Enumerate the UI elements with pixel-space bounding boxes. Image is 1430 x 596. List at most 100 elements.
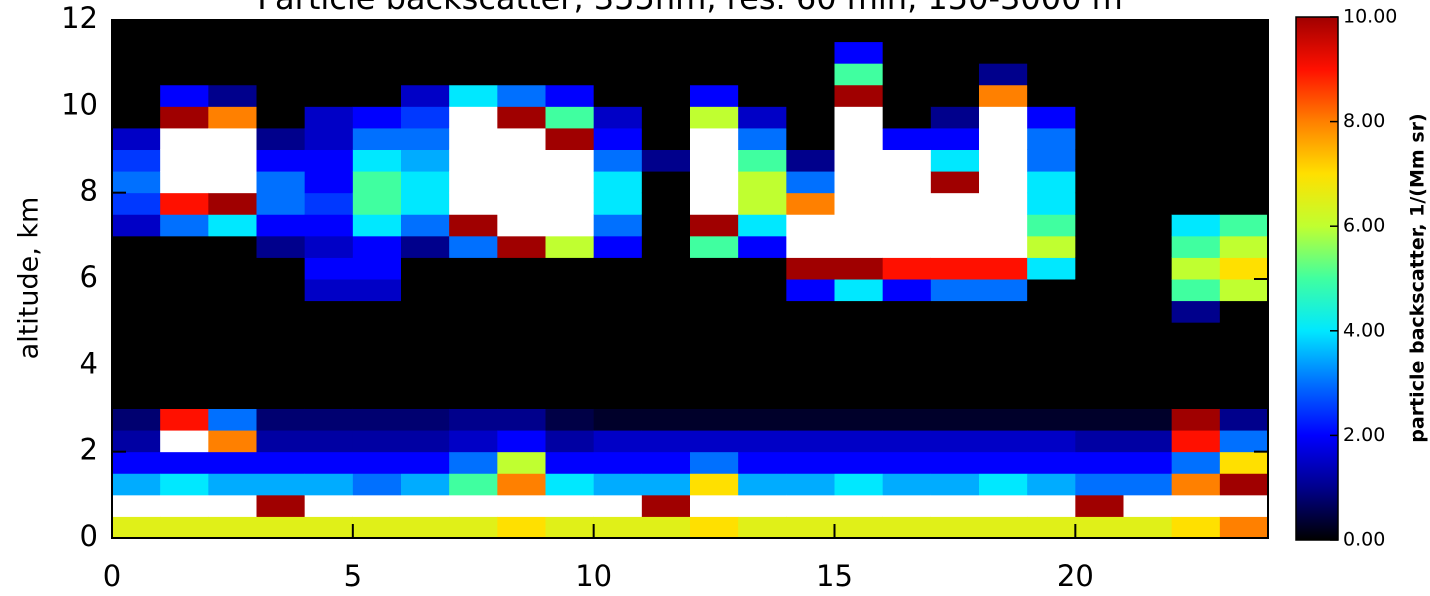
heatmap-cell	[1027, 214, 1076, 237]
heatmap-cell	[930, 408, 980, 431]
heatmap-cell	[1075, 430, 1124, 453]
heatmap-cell	[497, 171, 546, 194]
heatmap-cell	[545, 451, 595, 474]
heatmap-cell	[690, 386, 739, 409]
heatmap-cell	[690, 171, 739, 194]
heatmap-cell	[979, 343, 1028, 366]
heatmap-cell	[786, 516, 835, 539]
heatmap-cell	[449, 20, 498, 43]
heatmap-cell	[690, 365, 739, 388]
heatmap-cell	[352, 408, 402, 431]
heatmap-cell	[1219, 322, 1269, 345]
heatmap-cell	[545, 322, 595, 345]
heatmap-cell	[593, 235, 643, 258]
heatmap-cell	[1027, 106, 1076, 129]
heatmap-cell	[1171, 473, 1221, 496]
heatmap-cell	[1219, 192, 1269, 215]
heatmap-cell	[882, 408, 932, 431]
heatmap-cell	[593, 214, 643, 237]
heatmap-cell	[690, 516, 739, 539]
heatmap-cell	[930, 386, 980, 409]
heatmap-cell	[304, 214, 354, 237]
heatmap-cell	[401, 20, 450, 43]
colorbar-tick-label: 4.00	[1343, 319, 1385, 341]
heatmap-cell	[1219, 84, 1269, 107]
heatmap-cell	[641, 516, 691, 539]
heatmap-cell	[545, 41, 595, 64]
heatmap-cell	[1075, 343, 1124, 366]
heatmap-cell	[160, 279, 209, 302]
heatmap-cell	[690, 149, 739, 172]
heatmap-cell	[1171, 149, 1221, 172]
heatmap-cell	[1027, 494, 1076, 517]
heatmap-cell	[401, 322, 450, 345]
heatmap-cell	[1123, 386, 1173, 409]
heatmap-cell	[1027, 257, 1076, 280]
heatmap-cell	[738, 149, 787, 172]
heatmap-cell	[497, 300, 546, 323]
heatmap-cell	[786, 494, 835, 517]
heatmap-cell	[112, 365, 161, 388]
heatmap-cell	[593, 451, 643, 474]
heatmap-cell	[304, 192, 354, 215]
heatmap-cell	[545, 365, 595, 388]
heatmap-cell	[882, 516, 932, 539]
heatmap-cell	[979, 300, 1028, 323]
heatmap-cell	[786, 106, 835, 129]
heatmap-cell	[882, 451, 932, 474]
heatmap-cell	[545, 171, 595, 194]
heatmap-cell	[930, 365, 980, 388]
heatmap-cell	[690, 494, 739, 517]
heatmap-cell	[786, 343, 835, 366]
heatmap-cell	[930, 235, 980, 258]
heatmap-cell	[979, 473, 1028, 496]
heatmap-cell	[786, 171, 835, 194]
heatmap-cell	[834, 430, 884, 453]
heatmap-cell	[304, 257, 354, 280]
heatmap-cell	[1075, 63, 1124, 86]
heatmap-cell	[545, 300, 595, 323]
heatmap-cell	[497, 494, 546, 517]
heatmap-cell	[1123, 365, 1173, 388]
heatmap-cell	[690, 473, 739, 496]
heatmap-cell	[352, 235, 402, 258]
heatmap-cell	[545, 84, 595, 107]
heatmap-cell	[449, 430, 498, 453]
heatmap-cell	[1171, 430, 1221, 453]
heatmap-cell	[1075, 408, 1124, 431]
heatmap-cell	[352, 300, 402, 323]
heatmap-cell	[979, 430, 1028, 453]
heatmap-cell	[160, 408, 209, 431]
heatmap-cell	[1123, 106, 1173, 129]
heatmap-cell	[304, 63, 354, 86]
heatmap-cell	[497, 473, 546, 496]
heatmap-cell	[497, 386, 546, 409]
heatmap-cell	[979, 235, 1028, 258]
heatmap-cell	[256, 41, 306, 64]
heatmap-cell	[641, 149, 691, 172]
heatmap-cell	[256, 235, 306, 258]
heatmap-cell	[641, 300, 691, 323]
heatmap-cell	[401, 41, 450, 64]
heatmap-cell	[112, 20, 161, 43]
x-tick-label: 0	[103, 559, 121, 593]
heatmap-cell	[497, 408, 546, 431]
heatmap-cell	[160, 192, 209, 215]
heatmap-cell	[1075, 106, 1124, 129]
heatmap-cell	[1027, 430, 1076, 453]
chart-title: Particle backscatter, 355nm, res. 60 min…	[257, 0, 1123, 17]
heatmap-cell	[593, 494, 643, 517]
heatmap-cell	[352, 365, 402, 388]
heatmap-cell	[208, 63, 257, 86]
heatmap-cell	[352, 41, 402, 64]
heatmap-cell	[401, 365, 450, 388]
heatmap-cell	[256, 84, 306, 107]
heatmap-cell	[834, 235, 884, 258]
colorbar-label: particle backscatter, 1/(Mm sr)	[1407, 113, 1429, 442]
heatmap-cell	[690, 127, 739, 150]
heatmap-cell	[256, 408, 306, 431]
heatmap-cell	[160, 41, 209, 64]
heatmap-cell	[786, 149, 835, 172]
heatmap-cell	[834, 20, 884, 43]
heatmap-cell	[497, 516, 546, 539]
